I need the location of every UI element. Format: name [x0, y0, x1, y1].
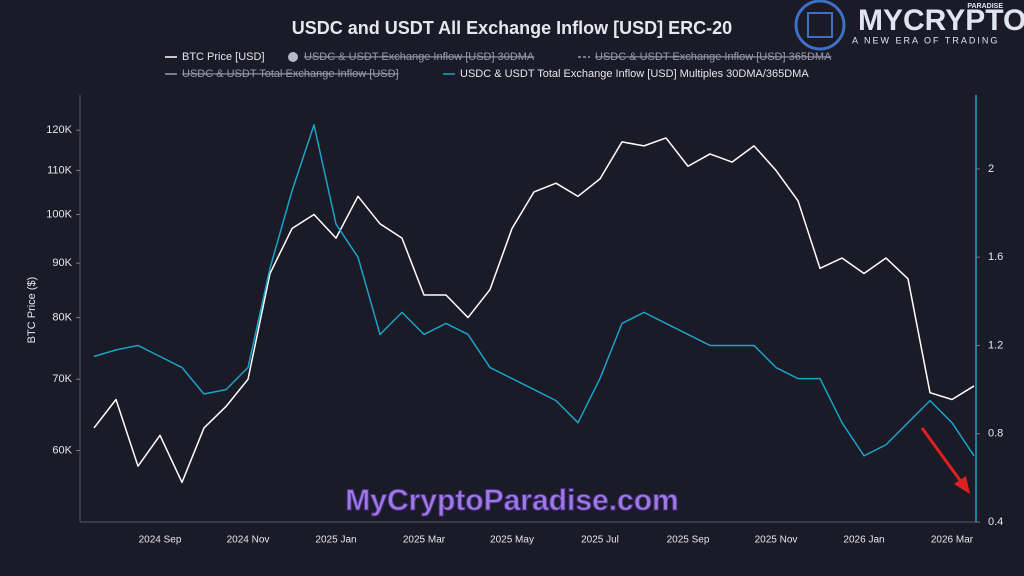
- x-tick-label: 2025 Jan: [315, 535, 356, 546]
- y-axis-label: BTC Price ($): [26, 277, 38, 344]
- legend-item: USDC & USDT Exchange Inflow [USD] 30DMA: [288, 51, 535, 63]
- legend-item: USDC & USDT Total Exchange Inflow [USD]: [165, 68, 399, 80]
- x-tick-label: 2025 Sep: [667, 535, 710, 546]
- y-tick-label: 60K: [52, 444, 72, 456]
- y-tick-label: 100K: [46, 208, 72, 220]
- legend-item: USDC & USDT Exchange Inflow [USD] 365DMA: [578, 51, 832, 63]
- legend-item: BTC Price [USD]: [165, 51, 265, 63]
- y-tick-label: 80K: [52, 311, 72, 323]
- logo-chip: [807, 12, 833, 38]
- y2-tick-label: 1.6: [988, 251, 1003, 263]
- y2-tick-label: 0.8: [988, 428, 1003, 440]
- y2-tick-label: 0.4: [988, 516, 1003, 528]
- logo: MYCRYPTO PARADISE A NEW ERA OF TRADING: [794, 0, 1024, 51]
- watermark: MyCryptoParadise.com: [345, 484, 678, 517]
- legend-label: USDC & USDT Total Exchange Inflow [USD] …: [460, 68, 809, 80]
- y-tick-label: 70K: [52, 373, 72, 385]
- logo-slogan: A NEW ERA OF TRADING: [852, 35, 999, 45]
- arrow-head: [954, 476, 970, 494]
- x-tick-label: 2025 May: [490, 535, 534, 546]
- arrow-shaft: [920, 427, 964, 484]
- x-tick-label: 2024 Nov: [227, 535, 270, 546]
- annotation-arrow: [920, 427, 970, 494]
- legend-label: USDC & USDT Exchange Inflow [USD] 365DMA: [595, 51, 832, 63]
- legend-item: USDC & USDT Total Exchange Inflow [USD] …: [443, 68, 809, 80]
- legend-label: USDC & USDT Exchange Inflow [USD] 30DMA: [304, 51, 535, 63]
- x-tick-label: 2026 Mar: [931, 535, 974, 546]
- x-tick-label: 2026 Jan: [843, 535, 884, 546]
- series-line: [93, 124, 975, 457]
- x-tick-label: 2025 Mar: [403, 535, 446, 546]
- logo-globe: [794, 0, 846, 51]
- x-tick-label: 2025 Jul: [581, 535, 619, 546]
- x-tick-label: 2024 Sep: [139, 535, 182, 546]
- chart-title: USDC and USDT All Exchange Inflow [USD] …: [292, 18, 732, 38]
- series-line: [93, 137, 975, 484]
- y-tick-label: 90K: [52, 257, 72, 269]
- y2-tick-label: 1.2: [988, 339, 1003, 351]
- y2-tick-label: 2: [988, 163, 994, 175]
- logo-tag: PARADISE: [967, 3, 1003, 10]
- y-tick-label: 120K: [46, 124, 72, 136]
- x-tick-label: 2025 Nov: [755, 535, 798, 546]
- legend-label: BTC Price [USD]: [182, 51, 265, 63]
- y-tick-label: 110K: [47, 164, 73, 176]
- logo-text: MYCRYPTO: [858, 4, 1024, 37]
- legend-symbol: [288, 52, 298, 62]
- legend-label: USDC & USDT Total Exchange Inflow [USD]: [182, 68, 399, 80]
